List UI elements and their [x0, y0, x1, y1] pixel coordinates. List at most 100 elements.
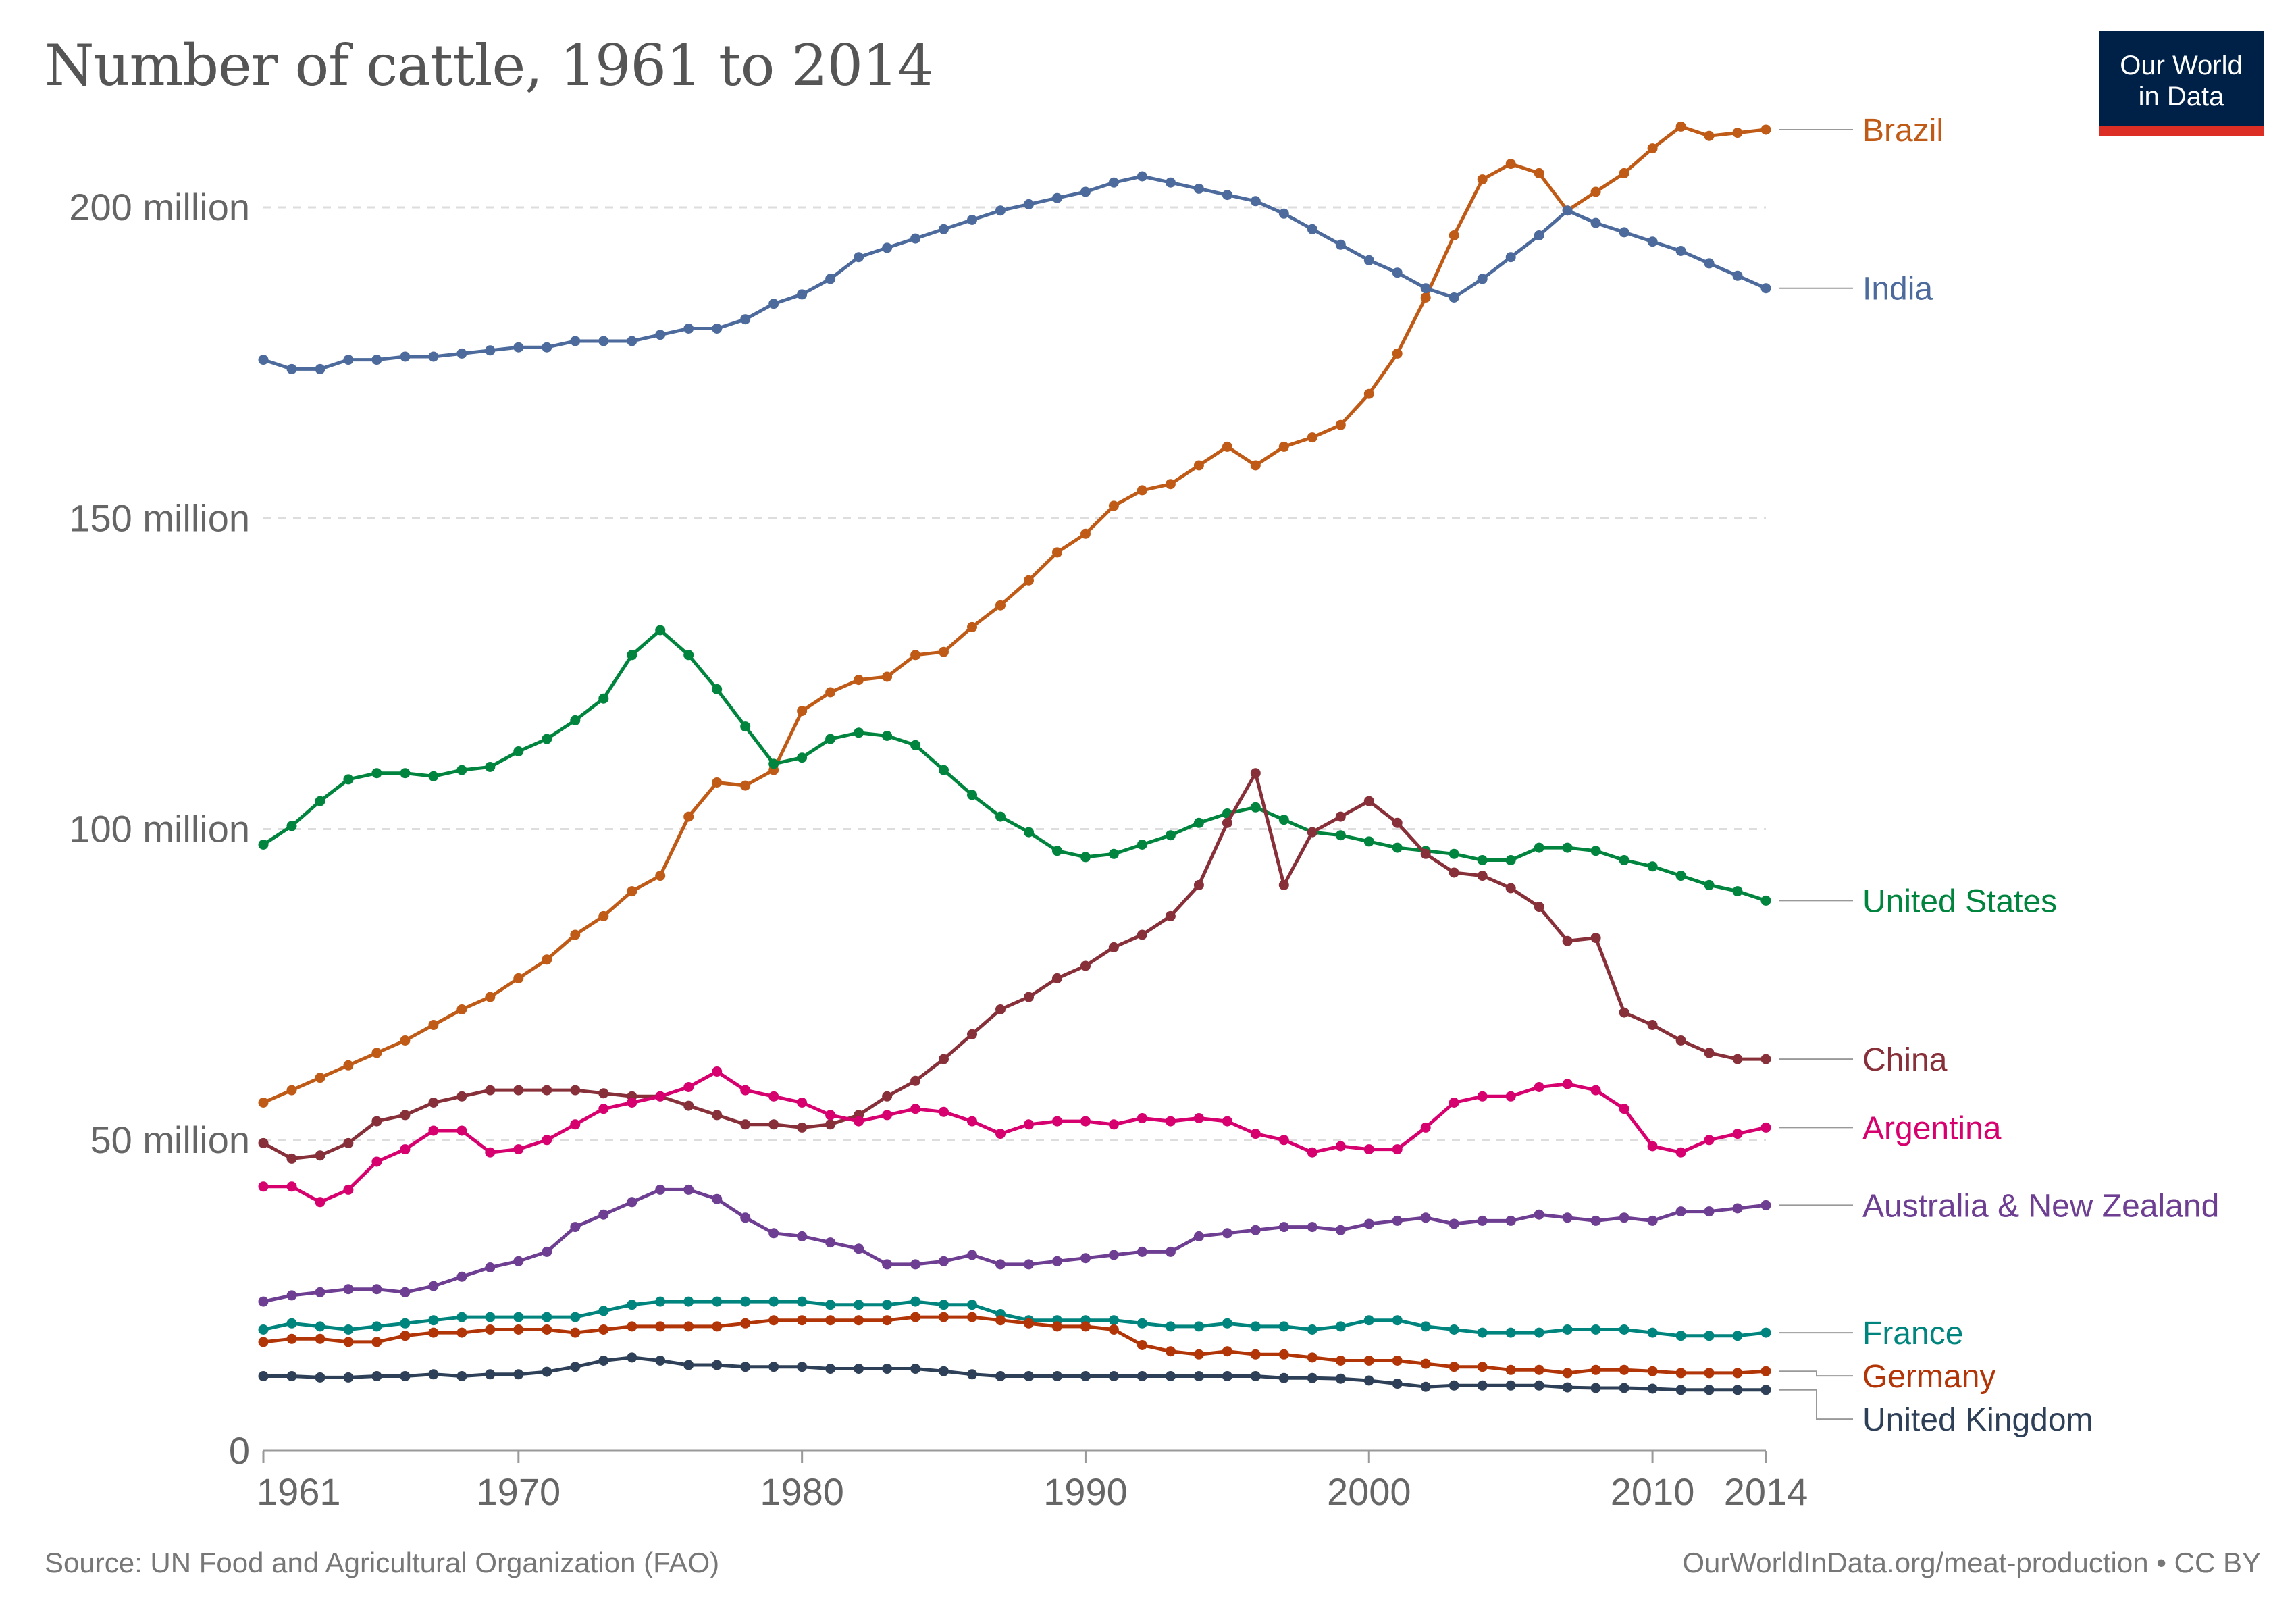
- data-point: [627, 1352, 637, 1363]
- series-label[interactable]: France: [1862, 1316, 1963, 1352]
- data-point: [1052, 1256, 1062, 1266]
- series-line[interactable]: [258, 1066, 1771, 1208]
- data-point: [1704, 258, 1715, 269]
- data-point: [939, 646, 949, 657]
- data-point: [1449, 1324, 1459, 1335]
- series-label[interactable]: United Kingdom: [1862, 1402, 2093, 1438]
- data-point: [513, 1085, 524, 1096]
- data-point: [258, 1371, 269, 1381]
- data-point: [1675, 121, 1686, 132]
- data-point: [683, 1321, 694, 1332]
- data-point: [854, 1116, 864, 1127]
- data-point: [740, 1296, 751, 1307]
- x-tick-label: 1990: [1043, 1470, 1128, 1513]
- series-line[interactable]: [258, 1296, 1771, 1341]
- data-point: [542, 1312, 552, 1322]
- data-point: [1363, 1356, 1374, 1366]
- license-link[interactable]: OurWorldInData.org/meat-production • CC …: [1682, 1547, 2261, 1578]
- data-point: [371, 1116, 382, 1127]
- series-line[interactable]: [258, 768, 1771, 1164]
- data-point: [1732, 1385, 1743, 1395]
- data-point: [598, 1356, 609, 1366]
- data-point: [1363, 1375, 1374, 1386]
- owid-logo[interactable]: Our World in Data: [2099, 31, 2264, 136]
- data-point: [1420, 292, 1431, 303]
- data-point: [939, 1054, 949, 1064]
- data-point: [1590, 933, 1601, 944]
- data-point: [1534, 842, 1544, 853]
- data-point: [627, 1098, 637, 1108]
- series-path: [262, 124, 1767, 1104]
- data-point: [797, 752, 808, 763]
- series-line[interactable]: [258, 1312, 1771, 1379]
- series-line[interactable]: [258, 625, 1771, 906]
- data-point: [1562, 205, 1573, 216]
- series-label[interactable]: Germany: [1862, 1359, 1995, 1395]
- series-line[interactable]: [258, 171, 1771, 374]
- data-point: [1449, 230, 1459, 240]
- data-point: [1193, 460, 1204, 471]
- data-point: [343, 355, 354, 365]
- data-point: [1760, 1122, 1771, 1133]
- data-point: [882, 671, 893, 682]
- series-label[interactable]: United States: [1862, 883, 2057, 919]
- data-point: [258, 1181, 269, 1192]
- data-point: [882, 1110, 893, 1121]
- data-point: [1562, 1212, 1573, 1223]
- data-point: [967, 1369, 977, 1380]
- data-point: [1165, 1346, 1176, 1357]
- data-point: [456, 1312, 467, 1322]
- data-point: [1024, 1371, 1034, 1381]
- data-point: [286, 363, 297, 374]
- data-point: [1052, 1116, 1062, 1127]
- data-point: [627, 886, 637, 897]
- line-chart: 0 50 million 100 million 150 million 200 mil…: [69, 113, 2219, 1513]
- data-point: [1335, 1141, 1346, 1152]
- series-label[interactable]: Australia & New Zealand: [1862, 1188, 2219, 1224]
- series-line[interactable]: [258, 121, 1771, 1108]
- data-point: [768, 299, 779, 309]
- data-point: [655, 330, 666, 340]
- series-label[interactable]: China: [1862, 1042, 1948, 1078]
- data-point: [627, 650, 637, 661]
- data-point: [1250, 768, 1261, 779]
- data-point: [939, 1300, 949, 1310]
- series-line[interactable]: [258, 1352, 1771, 1395]
- data-point: [1449, 1380, 1459, 1391]
- x-tick-label: 2014: [1724, 1470, 1808, 1513]
- data-point: [428, 771, 439, 781]
- data-point: [1619, 1007, 1629, 1018]
- data-point: [683, 1082, 694, 1092]
- data-point: [910, 233, 921, 244]
- data-point: [598, 1104, 609, 1114]
- data-point: [400, 768, 411, 779]
- data-point: [995, 1315, 1006, 1326]
- data-point: [1505, 883, 1516, 894]
- data-point: [910, 1296, 921, 1307]
- data-point: [1165, 1371, 1176, 1381]
- data-point: [1619, 1383, 1629, 1393]
- series-label[interactable]: India: [1862, 272, 1933, 307]
- data-point: [1590, 1364, 1601, 1375]
- data-point: [1505, 855, 1516, 865]
- data-point: [1420, 283, 1431, 294]
- data-point: [598, 910, 609, 921]
- data-point: [939, 1366, 949, 1376]
- data-point: [570, 715, 581, 725]
- data-point: [1590, 1324, 1601, 1335]
- data-point: [1534, 1364, 1544, 1375]
- data-point: [485, 1324, 496, 1335]
- data-point: [1193, 1113, 1204, 1123]
- series-line[interactable]: [258, 1184, 1771, 1307]
- data-point: [1449, 848, 1459, 859]
- series-label[interactable]: Brazil: [1862, 113, 1943, 149]
- data-point: [854, 675, 864, 686]
- data-point: [1108, 177, 1119, 188]
- data-point: [1392, 842, 1403, 853]
- data-point: [712, 324, 723, 334]
- data-point: [1675, 246, 1686, 256]
- data-point: [1024, 575, 1034, 586]
- data-point: [286, 1333, 297, 1344]
- data-point: [1590, 1383, 1601, 1393]
- series-label[interactable]: Argentina: [1862, 1110, 2002, 1146]
